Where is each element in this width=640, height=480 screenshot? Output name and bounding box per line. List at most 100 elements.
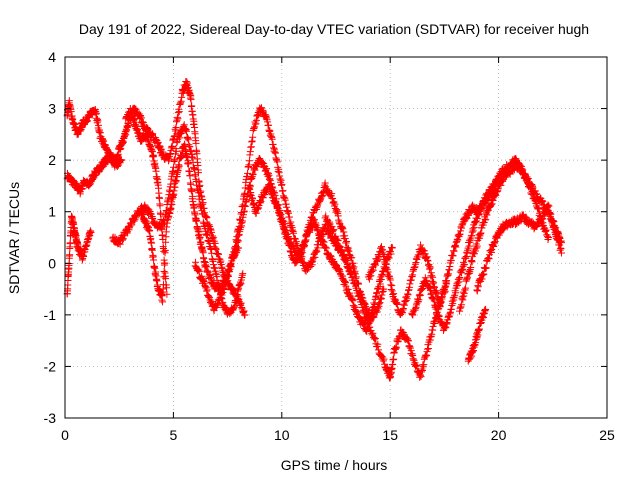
data-point (482, 306, 490, 314)
data-point (66, 239, 74, 247)
data-point (334, 237, 342, 245)
data-point (171, 183, 179, 191)
data-point (163, 223, 171, 231)
data-point (465, 242, 473, 250)
data-point (336, 242, 344, 250)
data-point (426, 264, 434, 272)
data-point (342, 255, 350, 263)
data-point (381, 256, 389, 264)
data-point (544, 234, 552, 241)
data-point (359, 307, 367, 315)
y-axis-label: SDTVAR / TECUs (6, 182, 22, 294)
data-point (187, 95, 195, 103)
data-point (366, 323, 374, 331)
series-15 (464, 305, 490, 365)
data-point (322, 212, 330, 220)
data-point (161, 246, 169, 254)
data-point (364, 319, 372, 327)
data-point (298, 249, 306, 257)
data-point (209, 233, 217, 241)
y-tick-label: 1 (48, 204, 56, 220)
series-11 (365, 176, 503, 319)
data-point (183, 127, 191, 135)
data-point (300, 259, 308, 267)
axis-ticks: 0 5 10 15 20 25 -3 -2 -1 0 1 2 3 4 (44, 49, 615, 443)
data-point (196, 181, 204, 189)
data-point (379, 357, 387, 365)
series-5 (122, 77, 249, 319)
data-point (156, 202, 164, 210)
data-point (278, 180, 286, 188)
series-13 (456, 159, 565, 315)
data-point (147, 239, 155, 247)
data-point (329, 227, 337, 235)
data-point (150, 256, 158, 264)
y-tick-label: 2 (48, 152, 56, 168)
data-point (163, 290, 171, 298)
data-point (388, 244, 396, 252)
x-tick-label: 10 (274, 427, 290, 443)
data-point (70, 220, 78, 228)
data-point (376, 280, 384, 288)
data-point (194, 169, 202, 177)
data-point (469, 227, 477, 235)
x-axis-label: GPS time / hours (281, 457, 388, 473)
data-point (183, 153, 191, 161)
data-point (249, 133, 257, 141)
data-point (472, 339, 480, 347)
data-point (385, 254, 393, 262)
data-point (363, 316, 371, 324)
data-point (475, 210, 483, 218)
data-point (117, 156, 125, 164)
data-point (349, 273, 357, 281)
data-point (482, 216, 490, 224)
data-point (158, 292, 166, 300)
data-point (199, 199, 207, 207)
data-points (63, 77, 565, 382)
x-tick-label: 15 (382, 427, 398, 443)
data-point (174, 115, 182, 123)
data-point (343, 261, 351, 269)
data-point (347, 268, 355, 276)
data-point (350, 279, 358, 287)
data-point (239, 270, 247, 278)
data-point (185, 160, 193, 168)
data-point (420, 247, 428, 255)
data-point (429, 273, 437, 281)
data-point (355, 292, 363, 300)
data-point (313, 248, 321, 256)
data-point (171, 156, 179, 164)
series-3 (63, 212, 95, 298)
data-point (467, 263, 475, 271)
data-point (159, 298, 167, 306)
data-point (360, 309, 368, 317)
data-point (241, 311, 249, 319)
data-point (146, 227, 154, 235)
data-point (557, 249, 565, 257)
data-point (392, 344, 400, 352)
data-point (285, 213, 293, 221)
data-point (343, 259, 351, 267)
data-point (387, 250, 395, 258)
data-point (459, 296, 467, 304)
data-point (159, 281, 167, 289)
data-point (358, 301, 366, 309)
data-point (332, 232, 340, 240)
data-point (161, 259, 169, 267)
data-point (335, 241, 343, 249)
data-point (186, 172, 194, 180)
y-tick-label: -1 (44, 307, 57, 323)
data-point (330, 226, 338, 234)
data-point (424, 345, 432, 353)
data-point (244, 169, 252, 177)
data-point (338, 247, 346, 255)
data-point (343, 237, 351, 245)
data-point (370, 334, 378, 342)
data-point (340, 228, 348, 236)
data-point (374, 346, 382, 354)
data-point (153, 173, 161, 181)
series-2 (63, 97, 125, 171)
data-point (497, 181, 505, 189)
data-point (175, 108, 183, 116)
data-point (369, 329, 377, 337)
